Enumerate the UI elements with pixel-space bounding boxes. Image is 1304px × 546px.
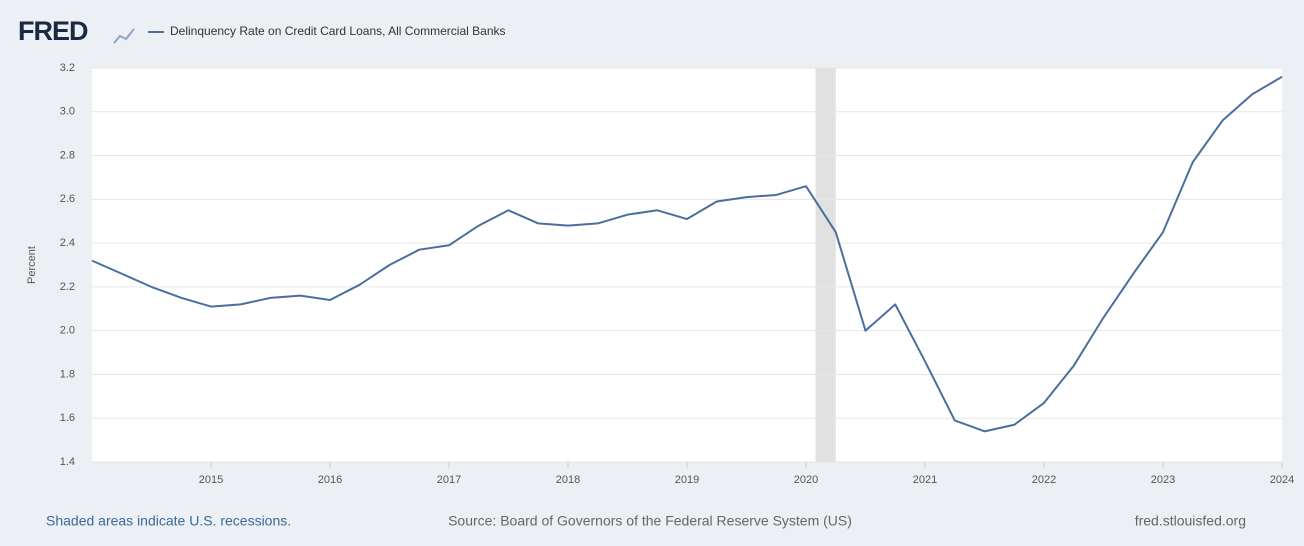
y-tick-label: 1.4 (60, 456, 75, 468)
footer-right: fred.stlouisfed.org (1135, 513, 1246, 529)
y-tick-label: 2.8 (60, 149, 75, 161)
y-tick-label: 2.0 (60, 325, 75, 337)
footer-center: Source: Board of Governors of the Federa… (448, 513, 852, 529)
legend-label: Delinquency Rate on Credit Card Loans, A… (170, 24, 506, 38)
plot-area (92, 68, 1282, 462)
x-tick-label: 2021 (913, 474, 937, 486)
x-tick-label: 2018 (556, 474, 580, 486)
logo: FRED (18, 16, 88, 46)
y-tick-label: 3.2 (60, 62, 75, 74)
data-line (91, 75, 1283, 433)
x-tick-label: 2022 (1032, 474, 1056, 486)
footer-left[interactable]: Shaded areas indicate U.S. recessions. (46, 513, 291, 529)
x-tick-label: 2015 (199, 474, 223, 486)
x-tick-label: 2023 (1151, 474, 1175, 486)
x-tick-label: 2020 (794, 474, 818, 486)
y-tick-label: 1.6 (60, 412, 75, 424)
y-tick-label: 2.2 (60, 281, 75, 293)
recession-band (815, 68, 836, 462)
logo-icon (113, 28, 135, 44)
y-tick-label: 2.4 (60, 237, 75, 249)
x-tick-label: 2019 (675, 474, 699, 486)
x-tick-label: 2016 (318, 474, 342, 486)
x-tick-label: 2017 (437, 474, 461, 486)
y-tick-label: 2.6 (60, 193, 75, 205)
y-tick-label: 3.0 (60, 106, 75, 118)
y-tick-label: 1.8 (60, 368, 75, 380)
y-axis-label: Percent (26, 246, 38, 284)
x-tick-label: 2024 (1270, 474, 1294, 486)
